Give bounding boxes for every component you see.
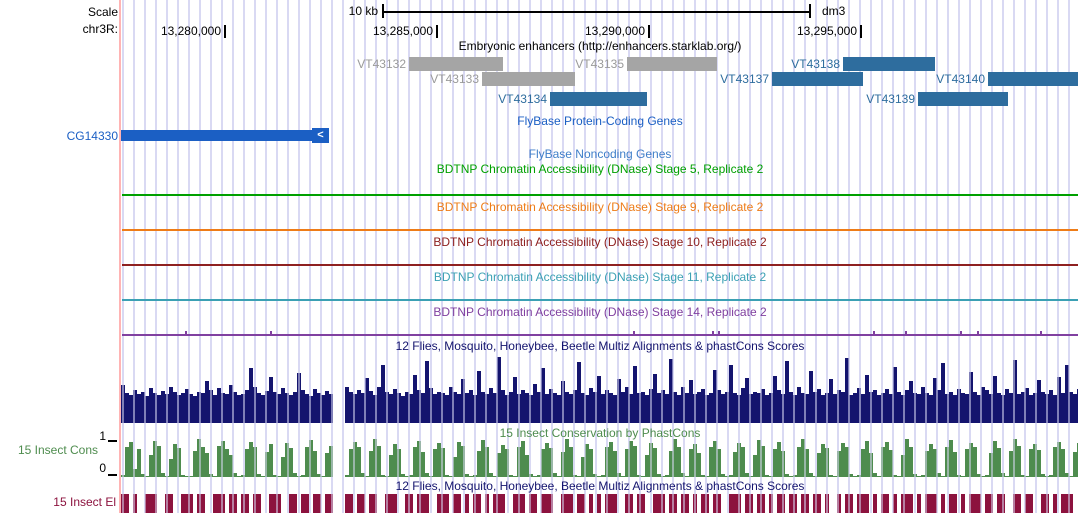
enhancer-label-vt43134[interactable]: VT43134 [498, 92, 547, 106]
bdtnp-track-title-4[interactable]: BDTNP Chromatin Accessibility (DNase) St… [433, 270, 767, 284]
bdtnp-track-baseline-5[interactable] [122, 334, 1078, 336]
gene-end-exon-strand-arrow[interactable]: < [312, 128, 329, 143]
bdtnp-track-baseline-2[interactable] [122, 229, 1078, 231]
coordinate-label: 13,290,000 [584, 24, 645, 38]
enhancer-box-vt43138[interactable] [843, 57, 935, 71]
coordinate-label: 13,295,000 [796, 24, 857, 38]
multiz-track-title-1[interactable]: 12 Flies, Mosquito, Honeybee, Beetle Mul… [395, 339, 805, 353]
enhancer-box-vt43135[interactable] [627, 57, 717, 71]
multiz-track-title-2[interactable]: 12 Flies, Mosquito, Honeybee, Beetle Mul… [395, 479, 805, 493]
gene-name-label[interactable]: CG14330 [66, 129, 118, 143]
coordinate-tick [224, 25, 226, 38]
insect-elements-left-label[interactable]: 15 Insect El [53, 495, 116, 509]
bdtnp-signal-tick [905, 331, 907, 334]
window-left-boundary-line [119, 0, 121, 513]
bdtnp-track-title-5[interactable]: BDTNP Chromatin Accessibility (DNase) St… [433, 305, 767, 319]
bdtnp-track-title-2[interactable]: BDTNP Chromatin Accessibility (DNase) St… [436, 200, 764, 214]
axis-max-tick [108, 440, 117, 442]
bdtnp-track-baseline-4[interactable] [122, 299, 1078, 301]
bdtnp-signal-tick [712, 331, 714, 334]
bdtnp-signal-tick [185, 331, 187, 334]
bdtnp-signal-tick [977, 331, 979, 334]
coordinate-tick [648, 25, 650, 38]
scale-label: Scale [87, 5, 118, 19]
phastcons-left-label[interactable]: 15 Insect Cons [17, 443, 98, 457]
enhancer-label-vt43139[interactable]: VT43139 [866, 92, 915, 106]
phastcons-axis-min-label: 0 [99, 461, 106, 475]
chromosome-label: chr3R: [82, 22, 118, 36]
bdtnp-track-baseline-1[interactable] [122, 194, 1078, 196]
flybase-noncoding-track-title[interactable]: FlyBase Noncoding Genes [528, 147, 672, 161]
ruler-bar-line [382, 11, 810, 13]
ruler-bar-left-tick [382, 4, 384, 18]
coordinate-tick [860, 25, 862, 38]
enhancer-label-vt43138[interactable]: VT43138 [791, 57, 840, 71]
coordinate-label: 13,280,000 [160, 24, 221, 38]
phastcons-track-title[interactable]: 15 Insect Conservation by PhastCons [499, 426, 701, 440]
gene-body-bar[interactable] [121, 130, 312, 141]
enhancer-box-vt43132[interactable] [409, 57, 503, 71]
bdtnp-track-title-3[interactable]: BDTNP Chromatin Accessibility (DNase) St… [433, 235, 767, 249]
flybase-coding-track-title[interactable]: FlyBase Protein-Coding Genes [517, 114, 683, 128]
enhancer-label-vt43135[interactable]: VT43135 [575, 57, 624, 71]
phastcons-axis-max-label: 1 [99, 429, 106, 443]
enhancer-box-vt43137[interactable] [772, 72, 863, 86]
bdtnp-signal-tick [270, 331, 272, 334]
enhancer-label-vt43133[interactable]: VT43133 [430, 72, 479, 86]
axis-min-tick [108, 474, 117, 476]
enhancer-box-vt43134[interactable] [550, 92, 647, 106]
bdtnp-track-title-1[interactable]: BDTNP Chromatin Accessibility (DNase) St… [436, 162, 764, 176]
bdtnp-signal-tick [718, 331, 720, 334]
assembly-label: dm3 [822, 4, 846, 18]
bdtnp-signal-tick [873, 331, 875, 334]
bdtnp-signal-tick [633, 331, 635, 334]
ruler-bar-right-tick [809, 4, 811, 18]
enhancer-box-vt43140[interactable] [988, 72, 1078, 86]
gridlines-overlay [122, 352, 1078, 513]
enhancer-box-vt43139[interactable] [918, 92, 1008, 106]
enhancer-label-vt43137[interactable]: VT43137 [720, 72, 769, 86]
bdtnp-signal-tick [960, 331, 962, 334]
enhancer-track-title[interactable]: Embryonic enhancers (http://enhancers.st… [458, 39, 742, 53]
enhancer-label-vt43140[interactable]: VT43140 [936, 72, 985, 86]
enhancer-box-vt43133[interactable] [482, 72, 575, 86]
ruler-span-label: 10 kb [348, 4, 378, 18]
enhancer-label-vt43132[interactable]: VT43132 [357, 57, 406, 71]
bdtnp-signal-tick [1040, 331, 1042, 334]
coordinate-tick [436, 25, 438, 38]
coordinate-label: 13,285,000 [372, 24, 433, 38]
bdtnp-track-baseline-3[interactable] [122, 264, 1078, 266]
